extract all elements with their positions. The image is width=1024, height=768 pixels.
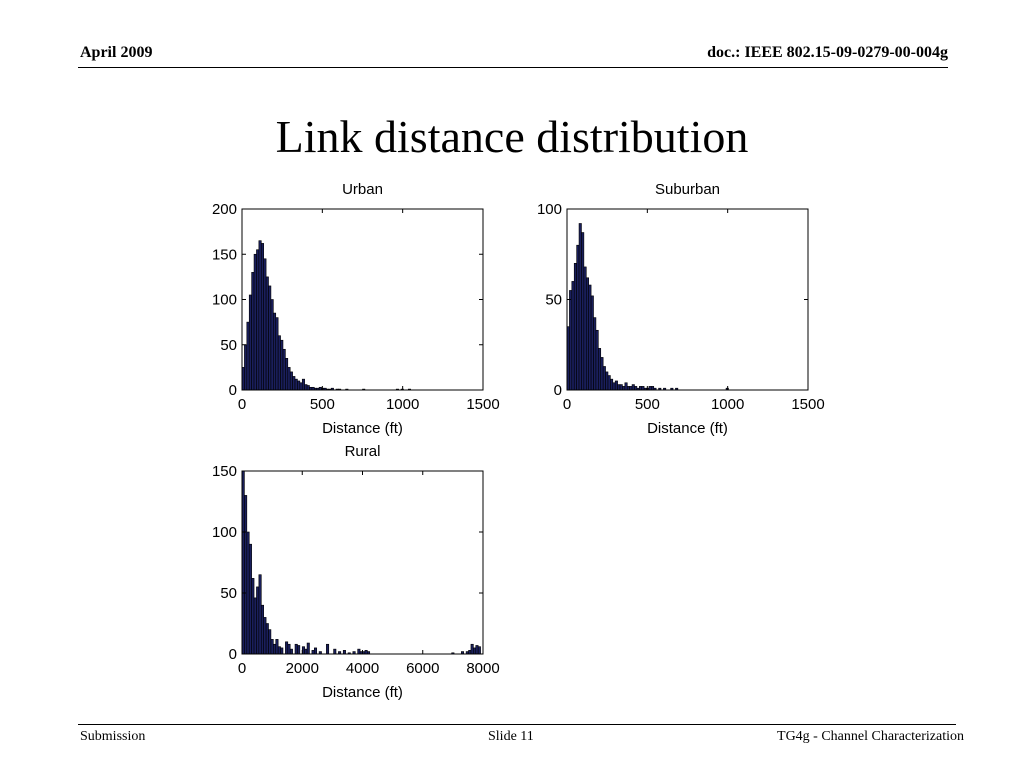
axes-frame: [241, 470, 484, 655]
x-tick-label: 0: [238, 396, 246, 413]
y-tick-label: 0: [229, 646, 237, 663]
x-axis-label: Distance (ft): [322, 420, 403, 437]
histogram-bar: [287, 643, 291, 655]
histogram-bar: [275, 639, 279, 655]
y-tick-label: 200: [212, 201, 237, 218]
header-divider: [78, 67, 948, 68]
x-tick-label: 1000: [711, 396, 744, 413]
footer-group: TG4g - Channel Characterization: [777, 729, 964, 744]
x-tick-label: 0: [563, 396, 571, 413]
histogram-bar: [263, 617, 267, 655]
histogram-bar: [477, 646, 481, 655]
y-tick-label: 150: [212, 246, 237, 263]
histogram-bar: [468, 650, 472, 655]
histogram-bar: [251, 578, 255, 655]
histogram-bar: [285, 641, 289, 655]
chart-title: Urban: [342, 181, 383, 198]
x-tick-label: 4000: [346, 660, 379, 677]
histogram-bar: [244, 495, 248, 655]
histogram-bar: [260, 604, 264, 655]
y-tick-label: 100: [212, 292, 237, 309]
footer-slide-number: Slide 11: [488, 729, 534, 744]
histogram-bar: [313, 647, 318, 655]
footer-divider: [78, 724, 956, 725]
histogram-bar: [273, 643, 277, 655]
x-tick-label: 0: [238, 660, 246, 677]
x-tick-label: 1500: [466, 396, 499, 413]
histogram-bar: [280, 647, 284, 655]
x-axis-label: Distance (ft): [322, 684, 403, 701]
histogram-bar: [268, 629, 272, 655]
x-tick-label: 8000: [466, 660, 499, 677]
histogram-bar: [475, 645, 479, 655]
chart-title: Rural: [345, 443, 381, 460]
y-tick-label: 50: [220, 585, 237, 602]
x-tick-label: 2000: [286, 660, 319, 677]
y-tick-label: 100: [537, 201, 562, 218]
x-tick-label: 1000: [386, 396, 419, 413]
histogram-bar: [306, 642, 310, 655]
histogram-bar: [289, 648, 293, 655]
histogram-bar: [473, 647, 477, 655]
histogram-bar: [246, 531, 250, 655]
histogram-bar: [342, 650, 346, 655]
footer-submission: Submission: [80, 729, 146, 744]
y-tick-label: 150: [212, 463, 237, 480]
x-tick-label: 500: [310, 396, 335, 413]
histogram-bar: [253, 597, 257, 655]
header-date: April 2009: [80, 44, 153, 61]
histogram-bar: [304, 648, 308, 655]
histogram-bar: [364, 650, 368, 655]
histogram-bar: [277, 646, 281, 655]
x-tick-label: 1500: [791, 396, 824, 413]
histogram-bar: [470, 643, 474, 655]
histogram-bar: [294, 643, 298, 655]
histogram-bar: [265, 623, 269, 655]
header-doc-id: doc.: IEEE 802.15-09-0279-00-004g: [707, 44, 948, 61]
histogram-bar: [326, 643, 330, 655]
histogram-bar: [270, 639, 274, 655]
slide-title: Link distance distribution: [275, 111, 749, 162]
x-tick-label: 500: [635, 396, 660, 413]
histogram-bar: [248, 543, 252, 655]
x-axis-label: Distance (ft): [647, 420, 728, 437]
histogram-bar: [333, 648, 337, 655]
y-tick-label: 0: [229, 382, 237, 399]
histogram-bar: [311, 650, 315, 655]
chart-title: Suburban: [655, 181, 720, 198]
histogram-bar: [297, 645, 301, 655]
histogram-bar: [258, 574, 262, 655]
y-tick-label: 50: [220, 337, 237, 354]
y-tick-label: 0: [554, 382, 562, 399]
y-tick-label: 50: [545, 292, 562, 309]
histogram-bar: [357, 648, 361, 655]
y-tick-label: 100: [212, 524, 237, 541]
x-tick-label: 6000: [406, 660, 439, 677]
histogram-bar: [256, 586, 260, 655]
